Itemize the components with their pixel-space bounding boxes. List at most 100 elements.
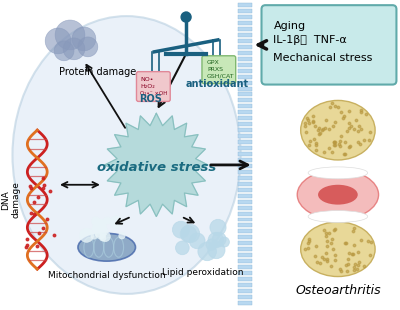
Circle shape bbox=[72, 27, 96, 51]
FancyBboxPatch shape bbox=[136, 72, 170, 101]
Ellipse shape bbox=[301, 100, 375, 160]
Bar bbox=[238, 45, 252, 49]
Circle shape bbox=[182, 224, 200, 243]
FancyBboxPatch shape bbox=[262, 5, 396, 85]
Bar bbox=[238, 39, 252, 43]
Circle shape bbox=[172, 221, 189, 238]
Text: Mechanical stress: Mechanical stress bbox=[274, 53, 373, 63]
Circle shape bbox=[219, 237, 230, 247]
Ellipse shape bbox=[308, 167, 368, 179]
Bar bbox=[238, 122, 252, 126]
Bar bbox=[238, 158, 252, 162]
Ellipse shape bbox=[78, 233, 136, 261]
Bar bbox=[238, 99, 252, 102]
Text: ROS: ROS bbox=[140, 95, 162, 104]
Bar bbox=[238, 206, 252, 210]
Bar bbox=[238, 104, 252, 108]
Circle shape bbox=[96, 219, 106, 229]
Circle shape bbox=[80, 228, 94, 242]
Circle shape bbox=[212, 232, 226, 246]
Circle shape bbox=[99, 227, 108, 236]
Circle shape bbox=[45, 28, 71, 54]
Ellipse shape bbox=[318, 185, 358, 205]
Circle shape bbox=[92, 223, 104, 234]
Circle shape bbox=[206, 239, 217, 250]
FancyBboxPatch shape bbox=[202, 56, 236, 84]
Bar bbox=[238, 253, 252, 257]
Bar bbox=[238, 218, 252, 221]
Text: DNA
damage: DNA damage bbox=[1, 181, 20, 218]
Bar bbox=[238, 283, 252, 287]
Ellipse shape bbox=[12, 16, 241, 294]
Bar bbox=[238, 3, 252, 7]
Circle shape bbox=[91, 233, 97, 239]
Bar bbox=[238, 15, 252, 19]
Bar bbox=[238, 21, 252, 25]
Circle shape bbox=[180, 226, 197, 242]
Circle shape bbox=[208, 241, 225, 259]
Bar bbox=[238, 277, 252, 281]
Circle shape bbox=[100, 231, 110, 241]
Bar bbox=[238, 295, 252, 299]
Circle shape bbox=[208, 232, 224, 248]
Bar bbox=[238, 235, 252, 239]
Circle shape bbox=[176, 241, 189, 255]
Bar bbox=[238, 247, 252, 251]
Text: H₂O₂: H₂O₂ bbox=[140, 84, 155, 89]
Text: oxidative stress: oxidative stress bbox=[97, 162, 216, 175]
Bar bbox=[238, 271, 252, 275]
Text: Mitochondrial dysfunction: Mitochondrial dysfunction bbox=[48, 271, 166, 280]
Bar bbox=[238, 211, 252, 215]
Circle shape bbox=[104, 217, 110, 224]
Circle shape bbox=[63, 38, 85, 60]
Text: Aging: Aging bbox=[274, 21, 306, 31]
Bar bbox=[238, 182, 252, 186]
Bar bbox=[238, 289, 252, 293]
Circle shape bbox=[210, 219, 226, 236]
Text: O₂•⁻ ×OH: O₂•⁻ ×OH bbox=[140, 91, 168, 95]
Bar bbox=[238, 188, 252, 192]
Circle shape bbox=[92, 217, 100, 225]
Polygon shape bbox=[105, 113, 208, 216]
Bar bbox=[238, 51, 252, 55]
Text: GSH/CAT: GSH/CAT bbox=[207, 74, 234, 79]
Text: PRXS: PRXS bbox=[207, 67, 223, 72]
Bar bbox=[238, 229, 252, 233]
Ellipse shape bbox=[308, 210, 368, 223]
Bar bbox=[238, 92, 252, 96]
Bar bbox=[238, 152, 252, 156]
Circle shape bbox=[95, 230, 102, 237]
Text: NO•: NO• bbox=[140, 77, 154, 82]
Bar bbox=[238, 27, 252, 31]
Bar bbox=[238, 265, 252, 269]
Circle shape bbox=[54, 41, 74, 61]
Ellipse shape bbox=[301, 222, 375, 277]
Circle shape bbox=[95, 221, 106, 232]
Bar bbox=[238, 140, 252, 144]
Bar bbox=[238, 301, 252, 305]
Circle shape bbox=[181, 12, 191, 22]
Circle shape bbox=[96, 229, 106, 239]
Bar bbox=[238, 241, 252, 245]
Circle shape bbox=[189, 233, 205, 249]
Bar bbox=[238, 116, 252, 120]
Bar bbox=[238, 9, 252, 13]
Bar bbox=[238, 75, 252, 79]
Bar bbox=[252, 1, 400, 309]
Bar bbox=[238, 69, 252, 73]
Text: GPX: GPX bbox=[207, 60, 220, 65]
Circle shape bbox=[119, 232, 125, 239]
Circle shape bbox=[110, 216, 122, 228]
Bar bbox=[238, 224, 252, 228]
Text: Lipid peroxidation: Lipid peroxidation bbox=[162, 268, 244, 277]
Bar bbox=[238, 170, 252, 174]
Bar bbox=[238, 259, 252, 263]
Text: Osteoarthritis: Osteoarthritis bbox=[295, 284, 381, 297]
Bar bbox=[238, 128, 252, 132]
Bar bbox=[238, 194, 252, 198]
Bar bbox=[238, 33, 252, 37]
Bar bbox=[238, 134, 252, 138]
Ellipse shape bbox=[297, 170, 378, 219]
Bar bbox=[238, 146, 252, 150]
Circle shape bbox=[100, 235, 106, 241]
